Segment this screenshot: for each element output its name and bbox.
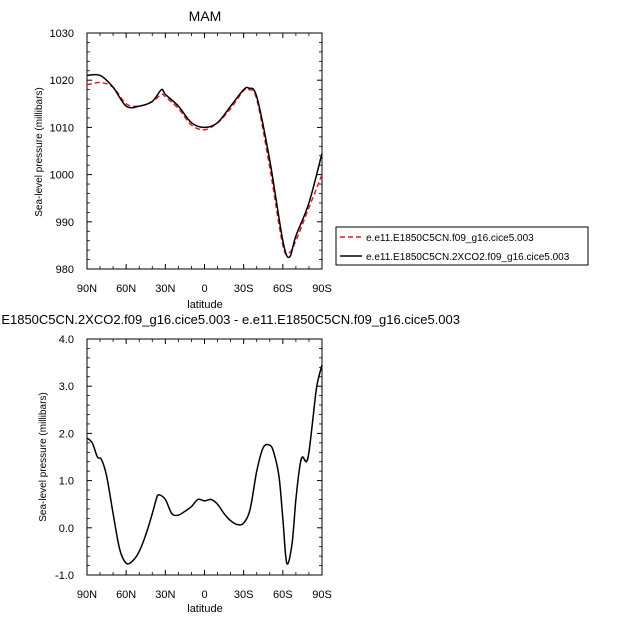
y-tick-label: 1010 (50, 122, 74, 134)
series-line-1 (86, 81, 323, 256)
chart-title: e.e11.E1850C5CN.2XCO2.f09_g16.cice5.003 … (0, 312, 460, 327)
difference-chart: e.e11.E1850C5CN.2XCO2.f09_g16.cice5.003 … (0, 312, 460, 615)
x-tick-label: 60N (116, 589, 136, 601)
series-line-1 (86, 364, 323, 565)
plot-area: 90N 60N 30N 0 30S 60S 90S -1.0 0.0 1.0 2.0 3.0 4.0 (55, 334, 332, 601)
x-tick-label: 0 (201, 283, 207, 295)
x-tick-label: 90N (77, 283, 97, 295)
y-tick-label: 1020 (50, 75, 74, 87)
x-tick-label: 30S (234, 589, 254, 601)
y-tick-label: 990 (56, 217, 74, 229)
legend: e.e11.E1850C5CN.f09_g16.cice5.003 e.e11.… (335, 226, 589, 266)
plot-area: 90N 60N 30N 0 30S 60S 90S 980 990 1000 1010 1020 103… (50, 28, 332, 295)
y-axis-label: Sea-level pressure (millibars) (34, 87, 45, 216)
chart-title: MAM (189, 8, 222, 24)
y-tick-label: -1.0 (55, 570, 74, 582)
x-axis-label: latitude (187, 299, 222, 311)
x-tick-label: 0 (201, 589, 207, 601)
x-tick-label: 90S (312, 283, 332, 295)
x-tick-label: 60S (273, 283, 293, 295)
x-tick-label: 90N (77, 589, 97, 601)
y-tick-label: 1030 (50, 28, 74, 40)
legend-box (335, 226, 589, 266)
y-tick-label: 2.0 (59, 428, 74, 440)
sea-level-pressure-chart: MAM 90N 60N 30N 0 30S 60S 90S 980 990 1000 1010 102… (34, 8, 332, 311)
axes-frame (86, 338, 323, 576)
y-tick-label: 4.0 (59, 334, 74, 346)
y-tick-label: 1.0 (59, 476, 74, 488)
x-tick-label: 90S (312, 589, 332, 601)
x-tick-label: 30S (234, 283, 254, 295)
y-tick-label: 1000 (50, 170, 74, 182)
x-tick-label: 60N (116, 283, 136, 295)
x-tick-label: 60S (273, 589, 293, 601)
y-tick-label: 980 (56, 264, 74, 276)
y-tick-label: 3.0 (59, 381, 74, 393)
y-tick-label: 0.0 (59, 523, 74, 535)
series-line-2 (86, 73, 323, 259)
y-axis-label: Sea-level pressure (millibars) (38, 392, 49, 521)
axes-frame (86, 32, 323, 270)
x-tick-label: 30N (155, 283, 175, 295)
legend-label-2xco2: e.e11.E1850C5CN.2XCO2.f09_g16.cice5.003 (366, 252, 570, 263)
legend-label-control: e.e11.E1850C5CN.f09_g16.cice5.003 (366, 233, 534, 244)
x-axis-label: latitude (187, 603, 222, 615)
x-tick-label: 30N (155, 589, 175, 601)
